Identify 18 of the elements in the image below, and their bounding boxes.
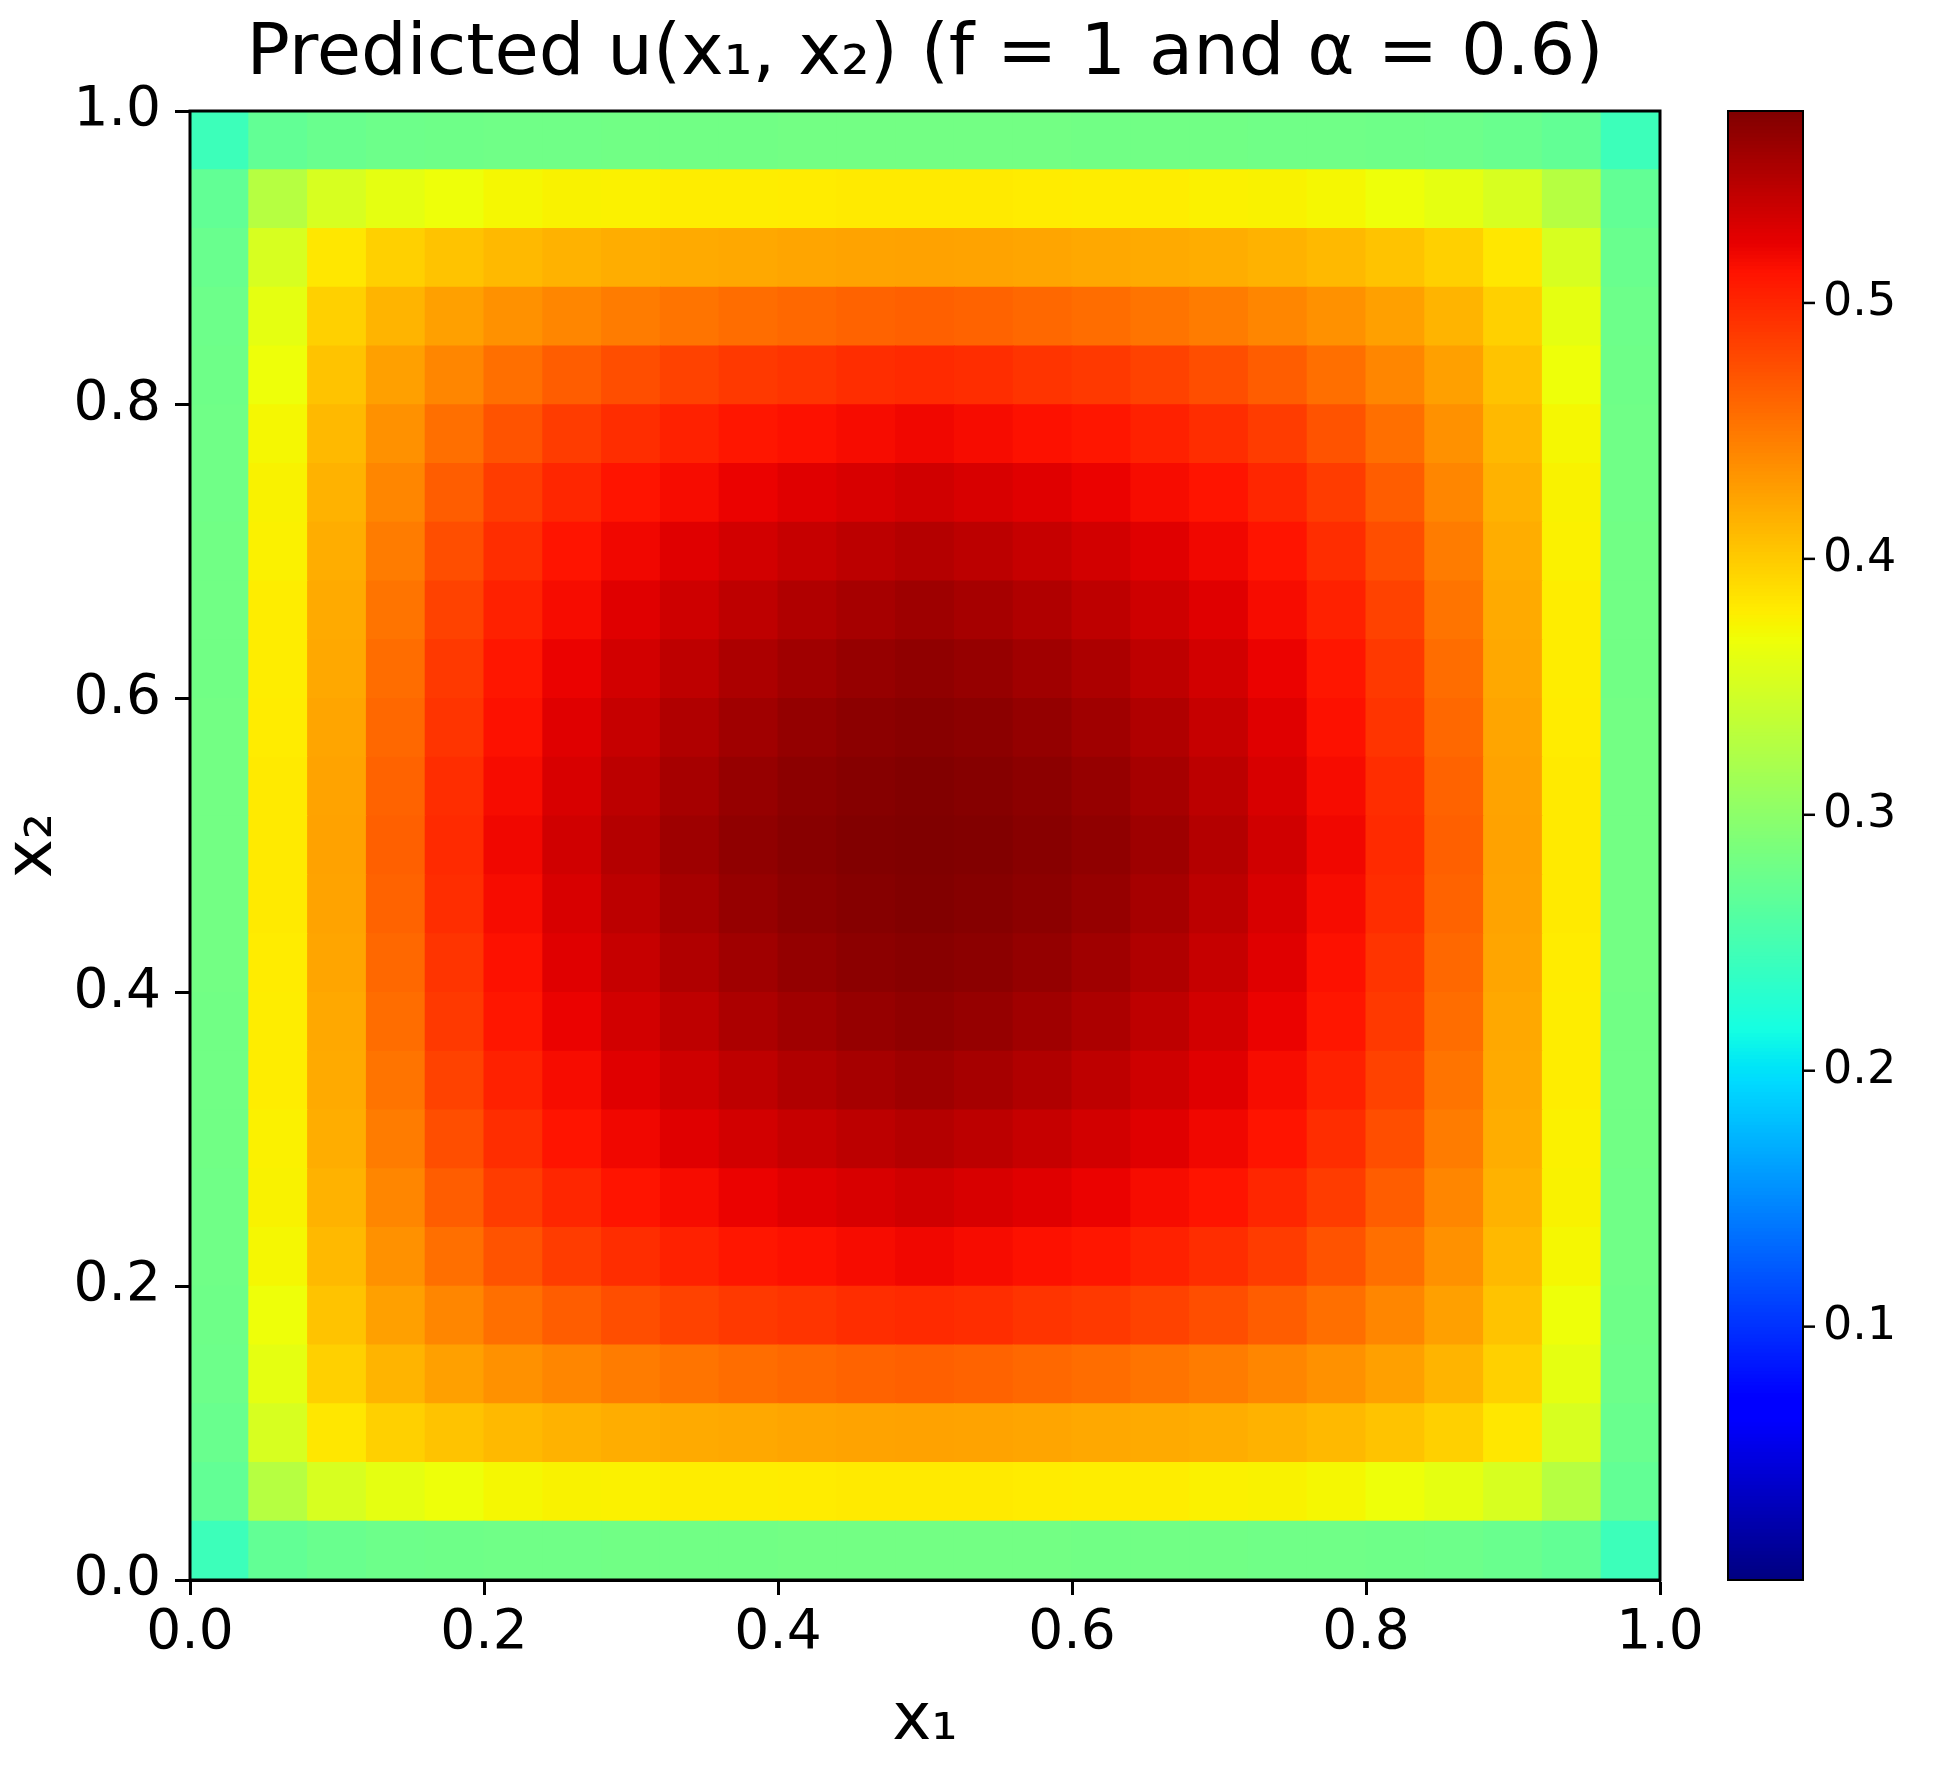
x-tick-label: 0.6 <box>1028 1597 1116 1662</box>
y-tick-label: 0.8 <box>73 368 161 433</box>
x-axis-title: x₁ <box>892 1677 958 1755</box>
x-tick-label: 0.8 <box>1322 1597 1410 1662</box>
color-bar-label: 0.3 <box>1823 783 1897 838</box>
y-tick-label: 0.2 <box>73 1249 161 1314</box>
y-tick-label: 0.4 <box>73 955 161 1020</box>
y-axis-title: x₂ <box>0 812 67 879</box>
x-tick-label: 1.0 <box>1616 1597 1704 1662</box>
y-tick-label: 1.0 <box>73 74 161 139</box>
color-bar-label: 0.5 <box>1823 271 1897 326</box>
chart-title: Predicted u(x₁, x₂) (f = 1 and α = 0.6) <box>246 6 1604 91</box>
x-tick-label: 0.2 <box>440 1597 528 1662</box>
color-bar-label: 0.2 <box>1823 1039 1897 1094</box>
x-tick-label: 0.4 <box>734 1597 822 1662</box>
color-bar-label: 0.4 <box>1823 527 1897 582</box>
color-bar-label: 0.1 <box>1823 1295 1897 1350</box>
y-tick-label: 0.6 <box>73 661 161 726</box>
